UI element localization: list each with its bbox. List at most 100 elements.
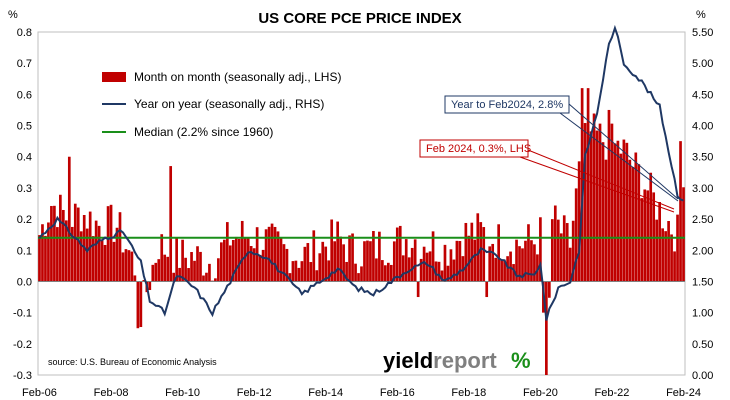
mom-bar xyxy=(548,281,551,298)
mom-bar xyxy=(586,88,590,282)
right-tick-label: 3.50 xyxy=(692,152,713,164)
mom-bar xyxy=(631,166,635,282)
left-tick-label: 0.2 xyxy=(17,214,32,226)
mom-bar xyxy=(458,241,462,282)
mom-bar xyxy=(85,228,89,282)
mom-bar xyxy=(595,130,599,282)
mom-bar xyxy=(443,244,447,282)
mom-bar xyxy=(297,267,301,282)
x-tick-label: Feb-12 xyxy=(237,387,272,399)
mom-bar xyxy=(509,251,512,282)
annotation-mom-leader-1 xyxy=(527,149,675,210)
mom-bar xyxy=(455,240,459,282)
mom-bar xyxy=(169,166,173,282)
mom-bar xyxy=(655,219,659,282)
mom-bar xyxy=(422,246,426,282)
mom-bar xyxy=(363,241,366,282)
right-tick-label: 1.50 xyxy=(692,276,713,288)
mom-bar xyxy=(246,237,250,282)
mom-bar xyxy=(136,281,140,329)
right-tick-label: 3.00 xyxy=(692,183,713,195)
mom-bar xyxy=(384,265,387,282)
mom-bars xyxy=(38,88,685,375)
mom-bar xyxy=(225,222,229,282)
mom-bar xyxy=(234,236,238,282)
mom-bar xyxy=(112,241,116,282)
mom-bar xyxy=(175,237,178,282)
mom-bar xyxy=(53,205,56,282)
left-tick-label: -0.1 xyxy=(13,308,32,320)
mom-bar xyxy=(658,202,661,282)
mom-bar xyxy=(643,189,647,282)
mom-bar xyxy=(240,220,244,282)
x-tick-label: Feb-24 xyxy=(666,387,701,399)
mom-bar xyxy=(348,235,351,282)
legend-label-mom: Month on month (seasonally adj., LHS) xyxy=(134,70,341,84)
mom-bar xyxy=(485,281,489,298)
mom-bar xyxy=(330,219,334,282)
mom-bar xyxy=(398,225,402,282)
mom-bar xyxy=(515,239,518,282)
mom-bar xyxy=(258,254,262,282)
mom-bar xyxy=(44,235,47,282)
annotation-mom-leader-2 xyxy=(519,156,675,213)
mom-bar xyxy=(166,256,170,282)
mom-bar xyxy=(649,172,653,282)
right-tick-label: 5.00 xyxy=(692,58,713,70)
mom-bar xyxy=(64,220,68,282)
annotation-mom-text: Feb 2024, 0.3%, LHS xyxy=(426,143,531,155)
left-tick-label: -0.3 xyxy=(13,370,32,382)
mom-bar xyxy=(249,246,253,282)
annotation-yoy-leader-1 xyxy=(568,103,679,200)
mom-bar xyxy=(556,219,560,282)
mom-bar xyxy=(634,152,638,282)
mom-bar xyxy=(228,245,232,282)
mom-bar xyxy=(360,266,363,282)
mom-bar xyxy=(217,258,220,282)
mom-bar xyxy=(67,156,71,282)
mom-bar xyxy=(530,240,533,282)
mom-bar xyxy=(264,229,268,282)
mom-bar xyxy=(571,220,575,282)
mom-bar xyxy=(372,231,375,282)
mom-bar xyxy=(536,254,539,282)
mom-bar xyxy=(622,139,626,282)
mom-bar xyxy=(628,159,632,282)
legend: Month on month (seasonally adj., LHS) Ye… xyxy=(102,70,341,139)
mom-bar xyxy=(500,259,503,282)
mom-bar xyxy=(118,212,122,282)
right-axis-ticks: 5.50 5.00 4.50 4.00 3.50 3.00 2.50 2.00 1.50 1.00… xyxy=(692,27,713,382)
mom-bar xyxy=(142,280,146,282)
source-note: source: U.S. Bureau of Economic Analysis xyxy=(48,357,217,367)
mom-bar xyxy=(613,143,617,282)
left-tick-label: 0.7 xyxy=(17,58,32,70)
right-tick-label: 4.50 xyxy=(692,89,713,101)
left-tick-label: 0.4 xyxy=(17,152,32,164)
mom-bar xyxy=(395,227,399,282)
mom-bar xyxy=(100,239,104,282)
mom-bar xyxy=(446,265,450,282)
x-tick-label: Feb-14 xyxy=(308,387,343,399)
mom-bar xyxy=(479,222,483,282)
mom-bar xyxy=(237,238,241,282)
mom-bar xyxy=(625,142,629,282)
left-tick-label: 0.8 xyxy=(17,27,32,39)
mom-bar xyxy=(70,226,74,282)
mom-bar xyxy=(470,222,474,282)
mom-bar xyxy=(670,234,673,282)
mom-bar xyxy=(562,215,566,282)
mom-bar xyxy=(291,261,295,282)
mom-bar xyxy=(41,224,44,282)
mom-bar xyxy=(616,140,620,282)
mom-bar xyxy=(309,262,313,282)
annotation-mom: Feb 2024, 0.3%, LHS xyxy=(419,139,675,213)
left-unit-label: % xyxy=(8,9,18,21)
mom-bar xyxy=(419,258,423,282)
mom-bar xyxy=(163,254,167,282)
mom-bar xyxy=(220,242,223,282)
mom-bar xyxy=(73,203,77,282)
mom-bar xyxy=(56,227,59,282)
mom-bar xyxy=(336,221,339,282)
yieldreport-logo: yieldreport % xyxy=(383,348,531,373)
mom-bar xyxy=(202,275,205,282)
